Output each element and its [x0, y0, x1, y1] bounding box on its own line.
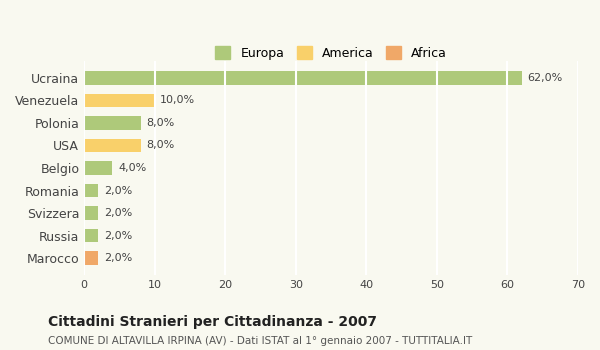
Bar [84, 184, 98, 197]
Bar [84, 93, 155, 107]
Text: 10,0%: 10,0% [160, 95, 196, 105]
Text: COMUNE DI ALTAVILLA IRPINA (AV) - Dati ISTAT al 1° gennaio 2007 - TUTTITALIA.IT: COMUNE DI ALTAVILLA IRPINA (AV) - Dati I… [48, 336, 472, 346]
Legend: Europa, America, Africa: Europa, America, Africa [209, 40, 453, 66]
Bar [84, 71, 521, 84]
Bar [84, 229, 98, 243]
Text: 2,0%: 2,0% [104, 208, 132, 218]
Text: 2,0%: 2,0% [104, 231, 132, 240]
Text: 2,0%: 2,0% [104, 253, 132, 263]
Bar [84, 251, 98, 265]
Bar [84, 206, 98, 220]
Bar [84, 161, 112, 175]
Text: 4,0%: 4,0% [118, 163, 146, 173]
Text: 8,0%: 8,0% [146, 140, 175, 150]
Text: 2,0%: 2,0% [104, 186, 132, 196]
Bar [84, 139, 140, 152]
Text: Cittadini Stranieri per Cittadinanza - 2007: Cittadini Stranieri per Cittadinanza - 2… [48, 315, 377, 329]
Bar [84, 116, 140, 130]
Text: 62,0%: 62,0% [527, 73, 562, 83]
Text: 8,0%: 8,0% [146, 118, 175, 128]
